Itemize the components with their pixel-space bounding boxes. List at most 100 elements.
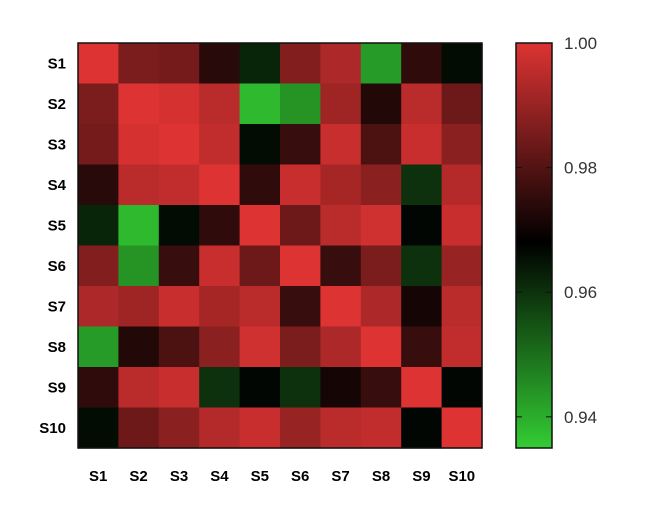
- heatmap-cell-s2-s4: [199, 83, 241, 125]
- heatmap-cell-s5-s6: [280, 205, 321, 247]
- heatmap-cell-s10-s7: [320, 407, 362, 449]
- heatmap-cell-s3-s10: [441, 124, 483, 166]
- heatmap-cell-s3-s6: [280, 124, 321, 166]
- heatmap-frame: [77, 42, 483, 449]
- heatmap-cell-s5-s4: [199, 205, 241, 247]
- colorbar-tick-label: 0.98: [564, 159, 597, 178]
- heatmap-cell-s5-s10: [441, 205, 483, 247]
- heatmap-cell-s1-s3: [158, 43, 200, 85]
- column-label-s8: S8: [372, 468, 390, 485]
- heatmap-cell-s7-s8: [360, 286, 402, 328]
- heatmap-cell-s1-s1: [78, 43, 119, 85]
- heatmap-cell-s8-s5: [239, 326, 281, 368]
- heatmap-cell-s1-s8: [360, 43, 402, 85]
- heatmap-cell-s3-s2: [118, 124, 160, 166]
- colorbar-tick-label: 1.00: [564, 34, 597, 53]
- heatmap-cell-s2-s1: [78, 83, 119, 125]
- heatmap-cell-s4-s10: [441, 164, 483, 206]
- colorbar-ticks: 0.94 0.96 0.98 1.00: [516, 34, 597, 427]
- heatmap-cell-s3-s9: [401, 124, 443, 166]
- heatmap-cell-s2-s8: [360, 83, 402, 125]
- heatmap-cell-s1-s4: [199, 43, 241, 85]
- heatmap-cell-s7-s3: [158, 286, 200, 328]
- heatmap-cell-s2-s7: [320, 83, 362, 125]
- heatmap-cell-s10-s3: [158, 407, 200, 449]
- heatmap-cell-s9-s3: [158, 367, 200, 409]
- heatmap-cell-s7-s2: [118, 286, 160, 328]
- heatmap-cell-s8-s10: [441, 326, 483, 368]
- heatmap-cell-s10-s4: [199, 407, 241, 449]
- row-label-s9: S9: [48, 379, 66, 396]
- heatmap-cell-s1-s6: [280, 43, 321, 85]
- heatmap-cell-s6-s4: [199, 245, 241, 287]
- heatmap-cell-s2-s2: [118, 83, 160, 125]
- colorbar-tick-label: 0.94: [564, 408, 597, 427]
- column-label-s10: S10: [448, 468, 475, 485]
- heatmap-cell-s1-s5: [239, 43, 281, 85]
- heatmap-cell-s6-s10: [441, 245, 483, 287]
- heatmap-cell-s2-s10: [441, 83, 483, 125]
- column-label-s4: S4: [210, 468, 229, 485]
- row-label-s4: S4: [48, 177, 67, 194]
- heatmap-cell-s6-s1: [78, 245, 119, 287]
- heatmap-cell-s4-s7: [320, 164, 362, 206]
- heatmap-cell-s5-s9: [401, 205, 443, 247]
- heatmap-cell-s7-s9: [401, 286, 443, 328]
- heatmap-cell-s5-s3: [158, 205, 200, 247]
- heatmap-cell-s2-s9: [401, 83, 443, 125]
- heatmap-cell-s5-s2: [118, 205, 160, 247]
- row-labels: S1 S2 S3 S4 S5 S6 S7 S8 S9 S10: [39, 55, 66, 437]
- heatmap-cell-s7-s1: [78, 286, 119, 328]
- row-label-s10: S10: [39, 420, 66, 437]
- column-label-s5: S5: [251, 468, 269, 485]
- heatmap-cell-s9-s1: [78, 367, 119, 409]
- heatmap-cell-s8-s4: [199, 326, 241, 368]
- heatmap-cell-s7-s10: [441, 286, 483, 328]
- heatmap-cell-s6-s2: [118, 245, 160, 287]
- row-label-s6: S6: [48, 258, 66, 275]
- row-label-s7: S7: [48, 298, 66, 315]
- heatmap-cell-s1-s2: [118, 43, 160, 85]
- column-label-s1: S1: [89, 468, 107, 485]
- heatmap-cell-s3-s1: [78, 124, 119, 166]
- heatmap-cell-s4-s3: [158, 164, 200, 206]
- heatmap-cells: [78, 43, 483, 449]
- heatmap-cell-s6-s5: [239, 245, 281, 287]
- heatmap-cell-s8-s2: [118, 326, 160, 368]
- heatmap-cell-s9-s7: [320, 367, 362, 409]
- row-label-s3: S3: [48, 136, 66, 153]
- column-label-s6: S6: [291, 468, 309, 485]
- heatmap-cell-s9-s5: [239, 367, 281, 409]
- heatmap-cell-s3-s5: [239, 124, 281, 166]
- heatmap-cell-s10-s5: [239, 407, 281, 449]
- column-labels: S1 S2 S3 S4 S5 S6 S7 S8 S9 S10: [89, 468, 475, 485]
- heatmap-cell-s2-s6: [280, 83, 321, 125]
- row-label-s2: S2: [48, 96, 66, 113]
- column-label-s9: S9: [412, 468, 430, 485]
- heatmap-cell-s10-s6: [280, 407, 321, 449]
- heatmap-cell-s5-s8: [360, 205, 402, 247]
- heatmap-cell-s7-s6: [280, 286, 321, 328]
- heatmap-cell-s4-s9: [401, 164, 443, 206]
- heatmap-cell-s8-s1: [78, 326, 119, 368]
- heatmap-cell-s4-s1: [78, 164, 119, 206]
- heatmap-cell-s6-s6: [280, 245, 321, 287]
- heatmap-cell-s1-s7: [320, 43, 362, 85]
- heatmap-cell-s8-s6: [280, 326, 321, 368]
- colorbar-gradient: [516, 43, 552, 448]
- colorbar: 0.94 0.96 0.98 1.00: [515, 34, 597, 449]
- heatmap-cell-s9-s8: [360, 367, 402, 409]
- heatmap-cell-s6-s7: [320, 245, 362, 287]
- heatmap-cell-s4-s5: [239, 164, 281, 206]
- heatmap-cell-s6-s3: [158, 245, 200, 287]
- heatmap-cell-s9-s4: [199, 367, 241, 409]
- heatmap-cell-s10-s1: [78, 407, 119, 449]
- heatmap-cell-s9-s6: [280, 367, 321, 409]
- heatmap-cell-s4-s4: [199, 164, 241, 206]
- colorbar-frame: [515, 42, 553, 449]
- heatmap-cell-s4-s6: [280, 164, 321, 206]
- heatmap-cell-s4-s2: [118, 164, 160, 206]
- heatmap-cell-s4-s8: [360, 164, 402, 206]
- heatmap-cell-s3-s3: [158, 124, 200, 166]
